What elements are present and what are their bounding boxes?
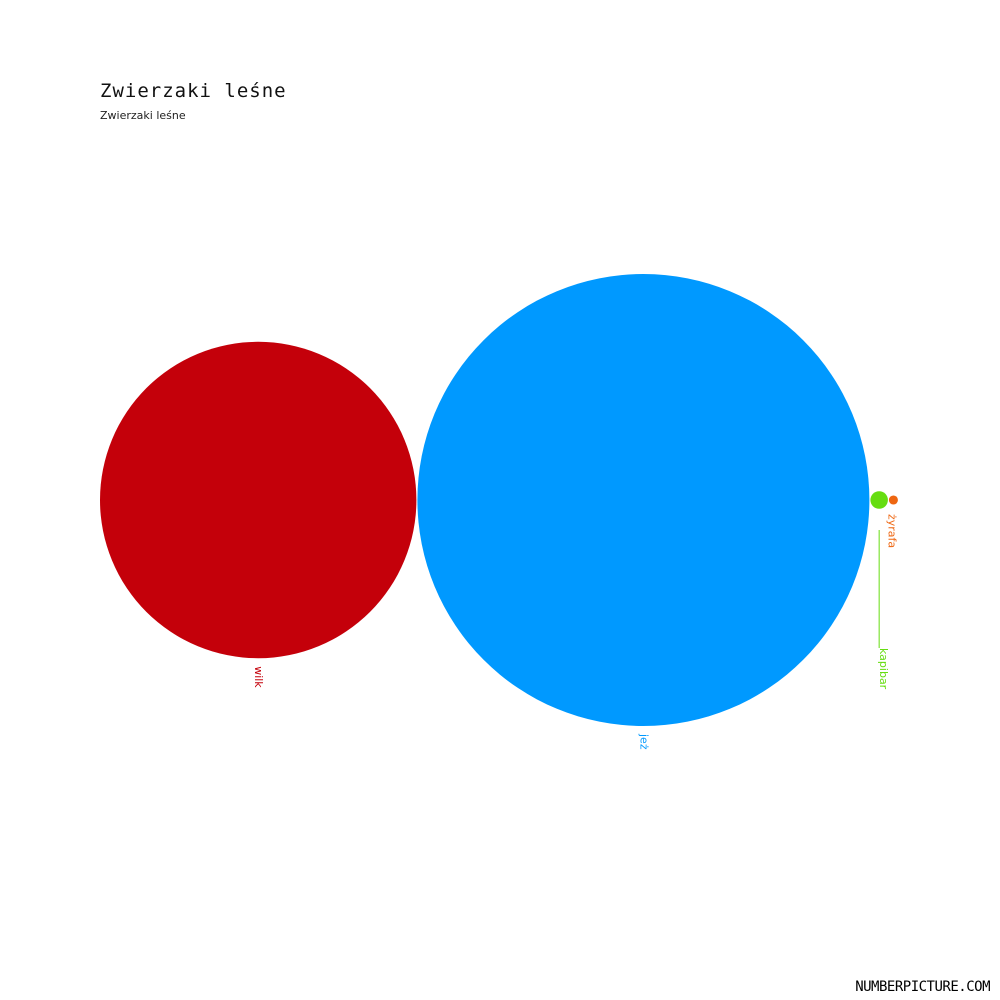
bubble-0 — [100, 341, 417, 659]
bubble-label-3: żyrafa — [885, 514, 898, 548]
chart-title: Zwierzaki leśne — [100, 80, 287, 102]
chart-subtitle: Zwierzaki leśne — [100, 109, 186, 122]
bubble-2 — [870, 491, 888, 509]
bubble-3 — [888, 495, 898, 505]
brand-watermark: NUMBERPICTURE.COM — [855, 979, 990, 995]
bubble-1 — [417, 274, 870, 726]
bubble-label-0: wilk — [252, 666, 265, 688]
bubble-label-2: kapibar — [877, 648, 890, 690]
bubble-label-1: jeż — [637, 733, 650, 750]
